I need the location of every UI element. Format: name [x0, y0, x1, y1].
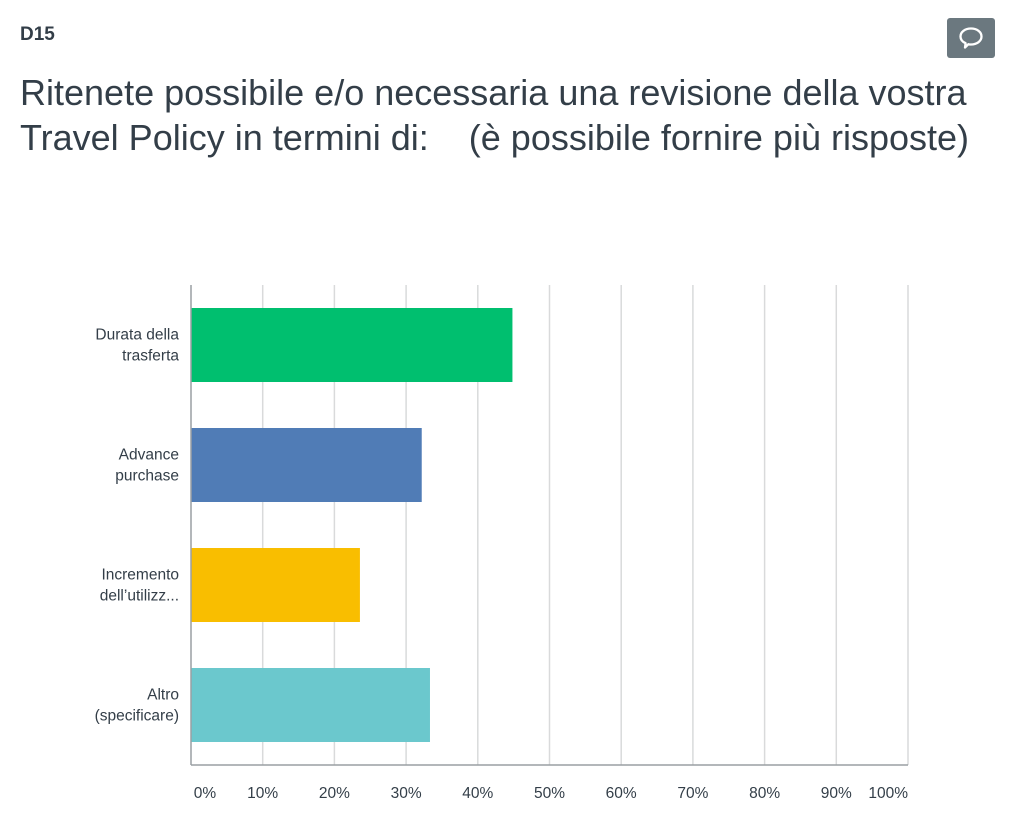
bar-2	[191, 428, 422, 502]
x-tick-label: 60%	[606, 785, 637, 802]
category-label: Advance	[119, 447, 179, 464]
bar-4	[191, 668, 430, 742]
category-label: dell’utilizz...	[100, 588, 179, 605]
x-tick-label: 100%	[868, 785, 908, 802]
category-label: Altro	[147, 687, 179, 704]
x-tick-label: 90%	[821, 785, 852, 802]
x-tick-label: 40%	[462, 785, 493, 802]
x-tick-label: 50%	[534, 785, 565, 802]
category-label: (specificare)	[95, 708, 179, 725]
x-tick-label: 0%	[194, 785, 217, 802]
bar-1	[191, 308, 513, 382]
bar-3	[191, 548, 360, 622]
x-tick-label: 30%	[391, 785, 422, 802]
x-tick-label: 20%	[319, 785, 350, 802]
x-tick-label: 10%	[247, 785, 278, 802]
comment-button[interactable]	[947, 18, 995, 58]
x-tick-label: 70%	[677, 785, 708, 802]
category-label: purchase	[115, 468, 179, 485]
bar-chart: Durata della trasferta Advance purchase Incr…	[95, 285, 909, 802]
question-title: Ritenete possibile e/o necessaria una re…	[20, 72, 976, 158]
speech-bubble-icon	[959, 27, 983, 49]
category-label: Incremento	[101, 567, 179, 584]
category-label: trasferta	[122, 348, 179, 365]
question-id: D15	[20, 24, 55, 45]
category-label: Durata della	[95, 327, 179, 344]
x-tick-label: 80%	[749, 785, 780, 802]
